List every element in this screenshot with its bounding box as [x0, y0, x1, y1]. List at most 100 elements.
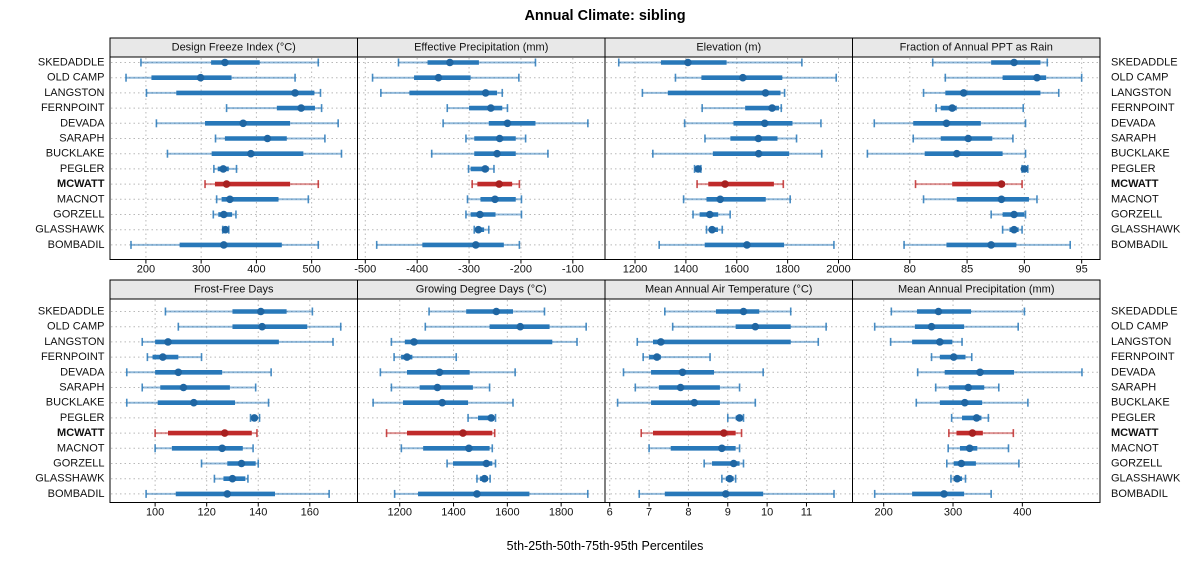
- median-dot: [739, 307, 748, 316]
- station-label-right: LANGSTON: [1111, 87, 1171, 99]
- percentile-row-skedaddle: [664, 307, 792, 316]
- station-label-left: DEVADA: [60, 117, 105, 129]
- percentile-row-pegler: [213, 164, 238, 173]
- median-dot: [768, 104, 776, 112]
- percentile-row-bucklake: [430, 149, 549, 158]
- median-dot: [754, 134, 763, 143]
- percentile-row-saraph: [390, 383, 491, 392]
- station-label-right: BUCKLAKE: [1111, 397, 1170, 409]
- station-label-right: SKEDADDLE: [1111, 306, 1178, 318]
- median-dot: [493, 149, 501, 158]
- percentile-row-fernpoint: [225, 104, 323, 113]
- percentile-row-langston: [889, 337, 963, 346]
- percentile-row-bucklake: [866, 149, 1027, 158]
- station-label-left: GORZELL: [53, 209, 104, 221]
- median-dot: [164, 338, 172, 346]
- percentile-row-pegler: [1020, 164, 1029, 173]
- percentile-row-langston: [636, 337, 820, 346]
- median-dot: [705, 210, 714, 219]
- median-dot: [495, 134, 504, 143]
- station-labels-layer: SKEDADDLE SKEDADDLE OLD CAMP OLD CAMP LANGST…: [35, 57, 1181, 500]
- x-tick-label: 100: [146, 507, 164, 519]
- percentile-row-mcwatt: [471, 180, 521, 189]
- panel-title: Mean Annual Air Temperature (°C): [645, 284, 812, 296]
- median-dot: [760, 119, 769, 128]
- percentile-row-bucklake: [372, 398, 514, 407]
- median-dot: [220, 429, 229, 437]
- percentile-row-devada: [622, 368, 764, 377]
- x-tick-label: 200: [137, 264, 155, 276]
- station-label-left: SKEDADDLE: [38, 306, 105, 318]
- percentile-row-old-camp: [125, 73, 296, 82]
- median-dot: [247, 149, 255, 158]
- panel-title: Fraction of Annual PPT as Rain: [900, 42, 1053, 54]
- percentile-row-gorzell: [990, 210, 1027, 219]
- median-dot: [708, 225, 716, 234]
- median-dot: [481, 165, 489, 173]
- median-dot: [1010, 58, 1018, 67]
- median-dot: [964, 383, 973, 392]
- percentile-row-gorzell: [465, 210, 523, 219]
- station-label-right: LANGSTON: [1111, 336, 1171, 348]
- x-tick-label: 1400: [441, 507, 465, 519]
- percentile-row-saraph: [704, 134, 798, 143]
- percentile-row-glasshawk: [721, 474, 737, 483]
- percentile-row-devada: [379, 368, 516, 377]
- median-dot: [729, 459, 738, 468]
- percentile-row-old-camp: [177, 322, 342, 331]
- median-dot: [291, 89, 299, 97]
- percentile-row-mcwatt: [640, 429, 743, 438]
- x-tick-label: 90: [1018, 264, 1030, 276]
- percentile-row-langston: [922, 88, 1060, 97]
- percentile-row-glasshawk: [705, 225, 724, 234]
- percentile-row-gorzell: [446, 459, 497, 468]
- median-dot: [481, 89, 490, 97]
- station-label-right: BUCKLAKE: [1111, 148, 1170, 160]
- median-dot: [474, 225, 483, 234]
- percentile-row-langston: [380, 88, 504, 97]
- percentile-row-gorzell: [212, 210, 237, 219]
- percentile-row-bucklake: [125, 398, 270, 407]
- median-dot: [222, 180, 231, 188]
- median-dot: [1010, 225, 1018, 234]
- median-dot: [948, 104, 956, 112]
- x-tick-label: -100: [562, 264, 584, 276]
- station-label-left: LANGSTON: [44, 336, 104, 348]
- percentile-row-mcwatt: [696, 180, 785, 189]
- median-dot: [716, 195, 725, 204]
- median-dot: [482, 459, 491, 468]
- median-dot: [228, 474, 237, 483]
- median-dot: [297, 104, 305, 112]
- median-dot: [976, 368, 984, 377]
- station-label-right: MACNOT: [1111, 193, 1159, 205]
- station-label-right: GLASSHAWK: [1111, 473, 1181, 485]
- percentile-row-saraph: [912, 134, 1014, 143]
- panel-mean-annual-precipitation: Mean Annual Precipitation (mm) 200 300 400: [852, 279, 1101, 519]
- median-dot: [492, 307, 501, 316]
- panel-box: [109, 56, 358, 260]
- median-dot: [410, 338, 418, 346]
- station-label-right: DEVADA: [1111, 366, 1156, 378]
- station-label-left: FERNPOINT: [41, 351, 105, 363]
- station-label-left: DEVADA: [60, 366, 105, 378]
- panel-title: Elevation (m): [696, 42, 761, 54]
- panel-box: [604, 56, 853, 260]
- median-dot: [949, 353, 958, 361]
- median-dot: [221, 58, 229, 67]
- x-tick-label: 160: [301, 507, 319, 519]
- median-dot: [174, 368, 183, 377]
- station-label-left: PEGLER: [60, 412, 105, 424]
- median-dot: [257, 307, 265, 316]
- percentile-row-fernpoint: [701, 104, 783, 113]
- station-label-left: FERNPOINT: [41, 102, 105, 114]
- percentile-row-langston: [141, 337, 334, 346]
- median-dot: [678, 368, 687, 377]
- median-dot: [657, 338, 665, 346]
- percentile-row-glasshawk: [1001, 225, 1023, 234]
- x-tick-label: 300: [944, 507, 962, 519]
- percentile-row-devada: [125, 368, 272, 377]
- station-label-left: GORZELL: [53, 458, 104, 470]
- station-label-left: BOMBADIL: [48, 239, 105, 251]
- percentile-row-bucklake: [166, 149, 343, 158]
